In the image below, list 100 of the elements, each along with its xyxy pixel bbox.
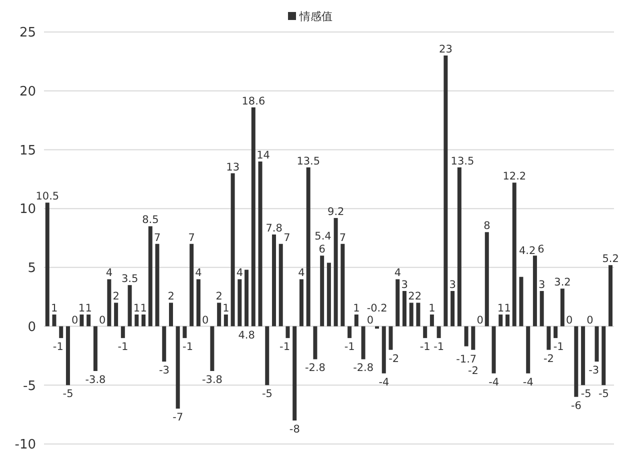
bar — [340, 244, 345, 326]
bar — [114, 302, 118, 326]
bar — [182, 326, 187, 338]
data-label: -1 — [182, 341, 194, 354]
bar — [540, 290, 544, 326]
data-label: -1 — [434, 341, 444, 354]
bar — [444, 56, 448, 326]
bar — [320, 256, 324, 326]
bar — [526, 326, 530, 374]
data-label: 7 — [284, 232, 290, 244]
bar — [134, 314, 139, 326]
data-label: 1 — [78, 302, 86, 315]
data-label: 4 — [236, 267, 244, 280]
data-label: 0 — [366, 314, 374, 326]
data-label: 1 — [497, 302, 504, 315]
bar — [93, 326, 98, 372]
bar — [402, 290, 406, 326]
data-label: 0 — [566, 314, 573, 326]
data-label: 10.5 — [36, 190, 60, 203]
bar — [272, 234, 276, 326]
y-tick-label: 0 — [28, 320, 36, 335]
bar — [313, 326, 318, 360]
bar — [450, 290, 455, 326]
data-label: 6 — [318, 244, 326, 256]
data-label: -3.8 — [85, 374, 106, 386]
data-label: 18.6 — [242, 95, 266, 108]
bar — [436, 326, 441, 338]
data-label: 0 — [586, 314, 594, 326]
data-label: -2 — [388, 352, 400, 365]
data-label: -1 — [420, 341, 430, 354]
bar — [286, 326, 290, 338]
data-label: 0 — [202, 314, 209, 326]
bar — [244, 270, 249, 326]
bar — [581, 326, 586, 386]
data-label: -7 — [172, 412, 184, 424]
bar — [238, 279, 242, 326]
data-label: 3 — [538, 278, 546, 291]
y-tick-label: 20 — [19, 84, 36, 100]
data-label: 14 — [256, 149, 270, 162]
bar — [326, 262, 331, 326]
data-label: 12.2 — [502, 170, 526, 183]
bar — [512, 182, 516, 326]
data-label: -0.2 — [366, 302, 388, 314]
data-label: -2.8 — [353, 362, 374, 374]
data-label: 7.8 — [266, 222, 282, 234]
bar — [162, 326, 166, 362]
bar — [292, 326, 297, 420]
bar — [120, 326, 125, 338]
y-tick-label: -5 — [23, 378, 36, 394]
bar — [168, 302, 173, 326]
data-label: 3 — [401, 278, 408, 291]
bar — [361, 326, 366, 360]
bar — [492, 326, 496, 374]
bar — [155, 244, 160, 326]
data-label: -2 — [544, 352, 554, 365]
data-label: -6 — [570, 400, 582, 412]
bar — [45, 202, 50, 326]
data-label: -1 — [344, 341, 355, 354]
bar — [532, 256, 537, 326]
bar — [299, 279, 304, 326]
data-label: 23 — [439, 44, 452, 56]
bar — [210, 326, 214, 372]
bar — [107, 279, 112, 326]
bar — [416, 302, 420, 326]
bar — [334, 218, 338, 326]
data-label: 3 — [449, 278, 456, 291]
bar — [560, 288, 564, 326]
data-label: 1 — [504, 302, 511, 315]
bar — [190, 244, 194, 326]
data-label: 13.5 — [296, 155, 320, 168]
data-label: -8 — [289, 423, 300, 436]
data-label: 4 — [106, 267, 113, 280]
bar — [388, 326, 393, 350]
data-label: -3.8 — [202, 374, 223, 386]
bar — [142, 314, 146, 326]
bar — [354, 314, 358, 326]
data-label: 1 — [222, 302, 230, 315]
data-label: 0 — [99, 314, 106, 326]
bar — [594, 326, 599, 362]
data-label: -4 — [488, 376, 500, 388]
bar — [457, 167, 462, 326]
data-label: 1 — [50, 302, 58, 315]
bar — [265, 326, 270, 386]
bar — [602, 326, 606, 386]
data-label: 4.8 — [238, 329, 255, 342]
data-label: 1 — [85, 302, 92, 315]
bar — [519, 276, 524, 326]
data-label: 8.5 — [142, 214, 159, 226]
data-label: -3 — [158, 364, 170, 377]
data-label: 13 — [226, 161, 240, 174]
data-label: -5 — [62, 388, 74, 400]
y-tick-label: -10 — [14, 438, 36, 453]
data-label: 9.2 — [328, 206, 344, 218]
data-label: 4 — [195, 267, 202, 280]
data-label: -1 — [280, 341, 290, 354]
bar — [409, 302, 414, 326]
data-label: -3 — [588, 364, 600, 377]
data-label: 1 — [140, 302, 147, 315]
bar — [86, 314, 91, 326]
bar — [464, 326, 468, 346]
